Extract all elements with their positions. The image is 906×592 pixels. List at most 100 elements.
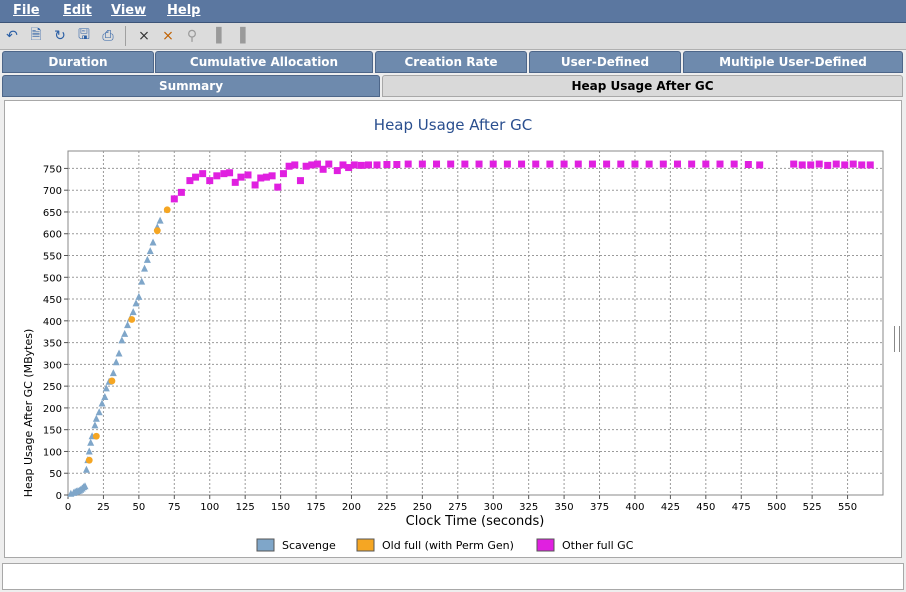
other-full-gc-point xyxy=(433,160,441,168)
legend-old-full-label: Old full (with Perm Gen) xyxy=(382,539,514,552)
y-tick-label: 550 xyxy=(43,252,62,263)
scavenge-point xyxy=(95,408,103,416)
scavenge-point xyxy=(121,329,129,337)
undo-icon[interactable]: ↶ xyxy=(6,28,18,44)
other-full-gc-point xyxy=(206,177,214,185)
tab-user-defined[interactable]: User-Defined xyxy=(529,51,681,73)
x-tick-label: 300 xyxy=(484,502,503,513)
y-tick-label: 500 xyxy=(43,273,62,284)
other-full-gc-point xyxy=(702,160,710,168)
other-full-gc-point xyxy=(475,160,483,168)
bars-icon[interactable]: ▐ xyxy=(210,28,222,44)
document-icon[interactable]: 🗎 xyxy=(30,27,42,43)
y-tick-label: 600 xyxy=(43,230,62,241)
other-full-gc-point xyxy=(393,160,401,168)
old-full-gc-point xyxy=(92,432,100,440)
refresh-icon[interactable]: ↻ xyxy=(54,28,66,44)
other-full-gc-point xyxy=(815,160,823,168)
toolbar: ↶ 🗎 ↻ 🖫 ⎙ ⨯ ⨯ ⚲ ▐ ▐ xyxy=(0,23,906,50)
scavenge-point xyxy=(146,247,154,255)
other-full-gc-point xyxy=(350,161,358,169)
chart-tool-icon[interactable]: ⨯ xyxy=(138,28,150,44)
y-tick-label: 400 xyxy=(43,317,62,328)
x-tick-label: 500 xyxy=(767,502,786,513)
other-full-gc-point xyxy=(339,161,347,169)
zoom-icon[interactable]: ⚲ xyxy=(186,28,198,44)
menu-edit[interactable]: Edit xyxy=(63,3,92,18)
other-full-gc-point xyxy=(177,188,185,196)
scavenge-point xyxy=(138,277,146,285)
menu-view[interactable]: View xyxy=(111,3,147,18)
scavenge-point xyxy=(129,308,137,316)
other-full-gc-point xyxy=(673,160,681,168)
scavenge-point xyxy=(87,438,95,446)
chart-panel: Heap Usage After GC 0 25 50 75 100 125 150 175 2… xyxy=(4,100,902,558)
other-full-gc-point xyxy=(798,161,806,169)
legend: Scavenge Old full (with Perm Gen) Other fu… xyxy=(256,538,634,552)
other-full-gc-point xyxy=(345,164,353,172)
axes: 0 25 50 75 100 125 150 175 200 225 250 275 300 325 350… xyxy=(43,164,857,513)
other-full-gc-point xyxy=(213,172,221,180)
status-bar xyxy=(2,563,904,590)
scavenge-point xyxy=(124,321,132,329)
x-axis-label: Clock Time (seconds) xyxy=(406,514,545,529)
other-full-gc-point xyxy=(744,160,752,168)
other-full-gc-point xyxy=(560,160,568,168)
bars-2-icon[interactable]: ▐ xyxy=(234,28,246,44)
other-full-gc-point xyxy=(220,170,228,178)
print-icon[interactable]: ⎙ xyxy=(102,28,114,44)
scavenge-point xyxy=(109,369,117,377)
chart-tool-2-icon[interactable]: ⨯ xyxy=(162,28,174,44)
scavenge-point xyxy=(91,421,99,429)
y-tick-label: 150 xyxy=(43,426,62,437)
other-full-gc-point xyxy=(357,161,365,169)
other-full-gc-point xyxy=(588,160,596,168)
other-full-gc-point xyxy=(268,172,276,180)
x-tick-label: 25 xyxy=(97,502,110,513)
x-tick-label: 550 xyxy=(838,502,857,513)
other-full-gc-point xyxy=(807,161,815,169)
save-icon[interactable]: 🖫 xyxy=(78,27,90,43)
menu-file[interactable]: File xyxy=(13,3,40,18)
heap-usage-chart: Heap Usage After GC 0 25 50 75 100 125 150 175 2… xyxy=(22,116,884,552)
other-full-gc-point xyxy=(447,160,455,168)
y-tick-label: 650 xyxy=(43,208,62,219)
x-tick-label: 525 xyxy=(803,502,822,513)
tab-cumulative-allocation[interactable]: Cumulative Allocation xyxy=(155,51,373,73)
y-tick-label: 0 xyxy=(56,491,62,502)
scavenge-point xyxy=(82,465,90,473)
scavenge-point xyxy=(85,447,93,455)
tab-creation-rate[interactable]: Creation Rate xyxy=(375,51,527,73)
scavenge-point xyxy=(102,384,110,392)
panel-resize-handle[interactable] xyxy=(894,326,900,352)
other-full-gc-point xyxy=(631,160,639,168)
y-tick-label: 350 xyxy=(43,339,62,350)
other-full-gc-point xyxy=(849,160,857,168)
chart-title: Heap Usage After GC xyxy=(374,116,532,134)
other-full-gc-point xyxy=(199,170,207,178)
other-full-gc-point xyxy=(237,173,245,181)
tab-summary[interactable]: Summary xyxy=(2,75,380,97)
other-full-gc-point xyxy=(285,162,293,170)
tab-multiple-user-defined[interactable]: Multiple User-Defined xyxy=(683,51,903,73)
other-full-gc-point xyxy=(790,160,798,168)
scavenge-point xyxy=(132,299,140,307)
tab-duration[interactable]: Duration xyxy=(2,51,154,73)
other-full-gc-point xyxy=(866,161,874,169)
other-full-gc-point xyxy=(688,160,696,168)
other-full-gc-point xyxy=(574,160,582,168)
scavenge-point xyxy=(141,264,149,272)
data-points xyxy=(67,160,874,497)
legend-scavenge-label: Scavenge xyxy=(282,539,336,552)
menu-help[interactable]: Help xyxy=(167,3,201,18)
plot-area xyxy=(67,150,884,496)
tab-heap-usage-after-gc[interactable]: Heap Usage After GC xyxy=(382,75,903,97)
other-full-gc-point xyxy=(489,160,497,168)
scavenge-point xyxy=(112,358,120,366)
y-tick-label: 50 xyxy=(49,469,62,480)
scavenge-point xyxy=(98,399,106,407)
scavenge-point xyxy=(156,216,164,224)
legend-scavenge-swatch xyxy=(256,538,275,552)
x-tick-label: 250 xyxy=(413,502,432,513)
y-tick-label: 750 xyxy=(43,164,62,175)
